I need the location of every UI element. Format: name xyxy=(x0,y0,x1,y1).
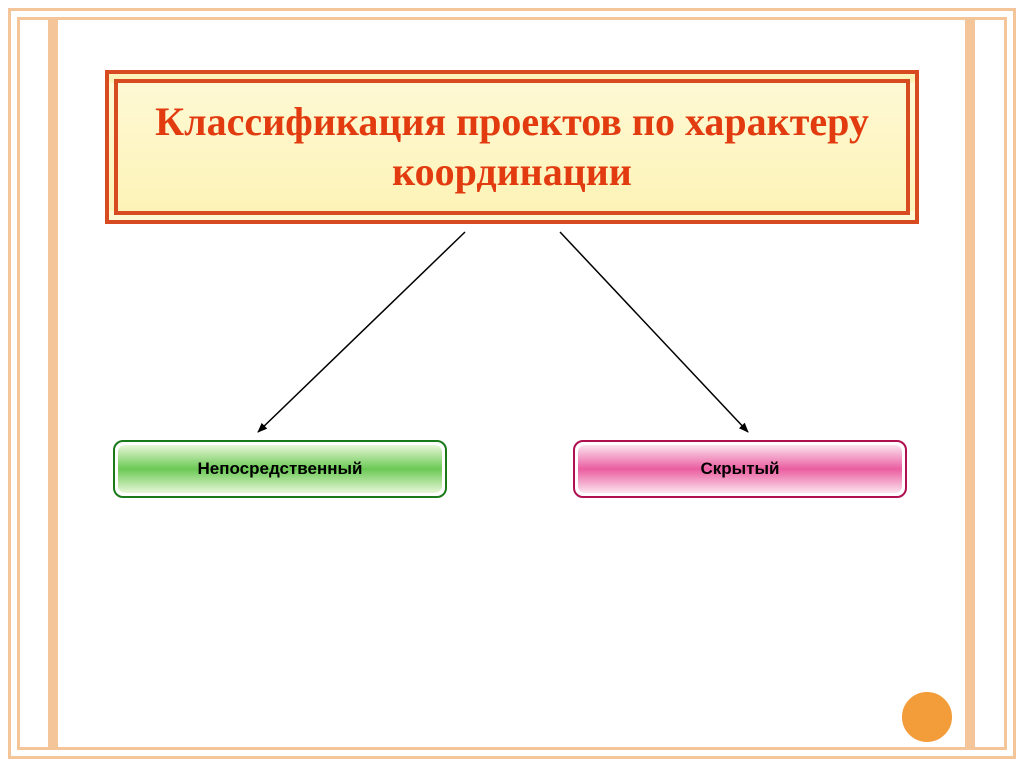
title-box: Классификация проектов по характеру коор… xyxy=(105,70,919,224)
child-box-inner-direct: Непосредственный xyxy=(118,445,442,493)
left-stripe xyxy=(48,20,58,747)
slide-canvas: Классификация проектов по характеру коор… xyxy=(0,0,1024,767)
child-label-hidden: Скрытый xyxy=(701,459,780,479)
child-box-direct: Непосредственный xyxy=(113,440,447,498)
child-box-inner-hidden: Скрытый xyxy=(578,445,902,493)
right-stripe xyxy=(965,20,975,747)
corner-circle xyxy=(900,690,954,744)
child-label-direct: Непосредственный xyxy=(198,459,363,479)
title-text: Классификация проектов по характеру коор… xyxy=(138,97,886,197)
child-box-hidden: Скрытый xyxy=(573,440,907,498)
